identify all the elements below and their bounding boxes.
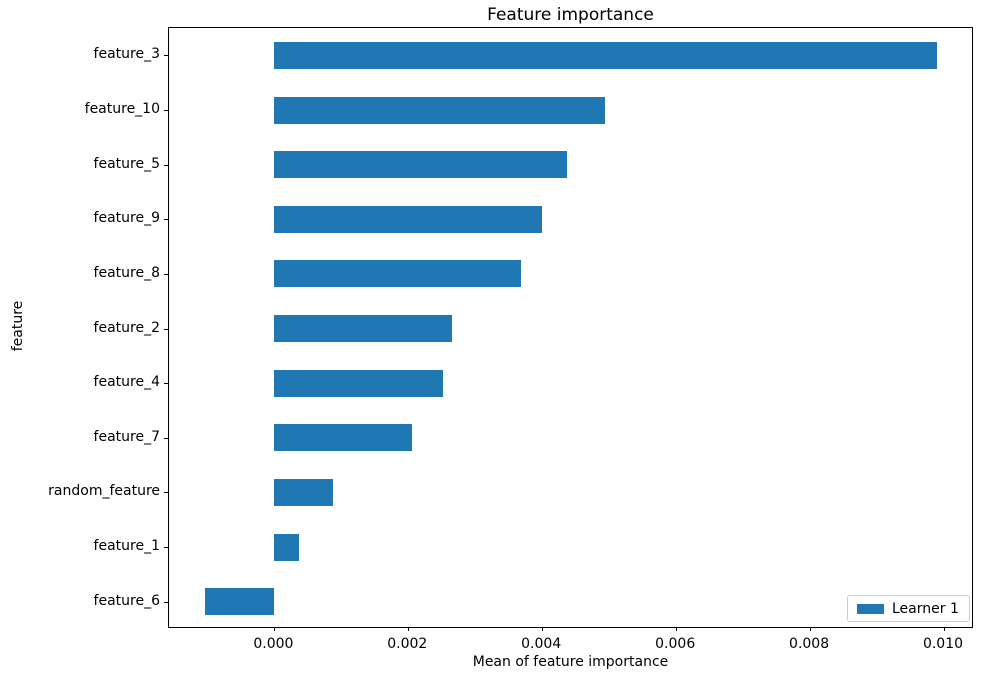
bar-feature_3 [274,41,938,69]
x-tick-mark [542,627,544,631]
bar-feature_4 [274,369,444,397]
y-tick-label-feature_6: feature_6 [93,592,160,609]
y-axis-label: feature [10,300,26,352]
y-tick-mark [164,273,168,275]
bar-feature_8 [274,260,521,288]
y-tick-label-feature_1: feature_1 [93,538,160,554]
bar-feature_7 [274,424,413,452]
bar-feature_9 [274,205,543,233]
x-tick-label-0.010: 0.010 [922,636,964,652]
x-tick-mark [274,627,276,631]
y-tick-label-feature_10: feature_10 [84,101,160,117]
y-tick-label-feature_7: feature_7 [93,428,160,445]
x-tick-label-0.004: 0.004 [521,636,562,652]
x-tick-label-0.006: 0.006 [655,636,696,652]
x-tick-label-0.002: 0.002 [387,636,428,652]
plot-area [164,27,973,631]
bar-random_feature [274,478,334,506]
y-tick-mark [164,328,168,330]
legend-swatch [857,603,884,614]
y-tick-label-feature_4: feature_4 [93,374,160,391]
x-tick-mark [408,627,410,631]
x-axis-label: Mean of feature importance [472,654,669,670]
y-tick-mark [164,437,168,439]
y-tick-mark [164,110,168,111]
legend-label: Learner 1 [892,600,959,617]
y-tick-mark [164,601,168,603]
y-tick-label-feature_2: feature_2 [93,319,160,336]
x-tick-mark [944,627,945,631]
bar-feature_2 [274,315,453,342]
y-tick-mark [164,219,168,221]
y-tick-mark [164,383,168,385]
y-tick-label-feature_9: feature_9 [93,210,160,227]
bar-feature_6 [205,588,275,616]
y-tick-label-feature_5: feature_5 [93,155,160,172]
y-tick-mark [164,492,168,494]
legend: Learner 1 [847,595,970,622]
chart-title: Feature importance [487,5,654,25]
y-tick-mark [164,164,168,166]
x-tick-mark [676,627,678,631]
x-tick-mark [810,627,812,631]
y-tick-label-feature_8: feature_8 [93,264,160,281]
bar-feature_1 [274,533,300,561]
y-tick-label-feature_3: feature_3 [93,46,160,63]
y-tick-mark [164,547,168,548]
y-tick-mark [164,55,168,57]
x-tick-label-0.000: 0.000 [253,636,294,652]
bar-feature_5 [274,151,567,179]
y-tick-label-random_feature: random_feature [48,483,160,500]
x-tick-label-0.008: 0.008 [789,636,830,652]
bar-feature_10 [274,96,606,124]
